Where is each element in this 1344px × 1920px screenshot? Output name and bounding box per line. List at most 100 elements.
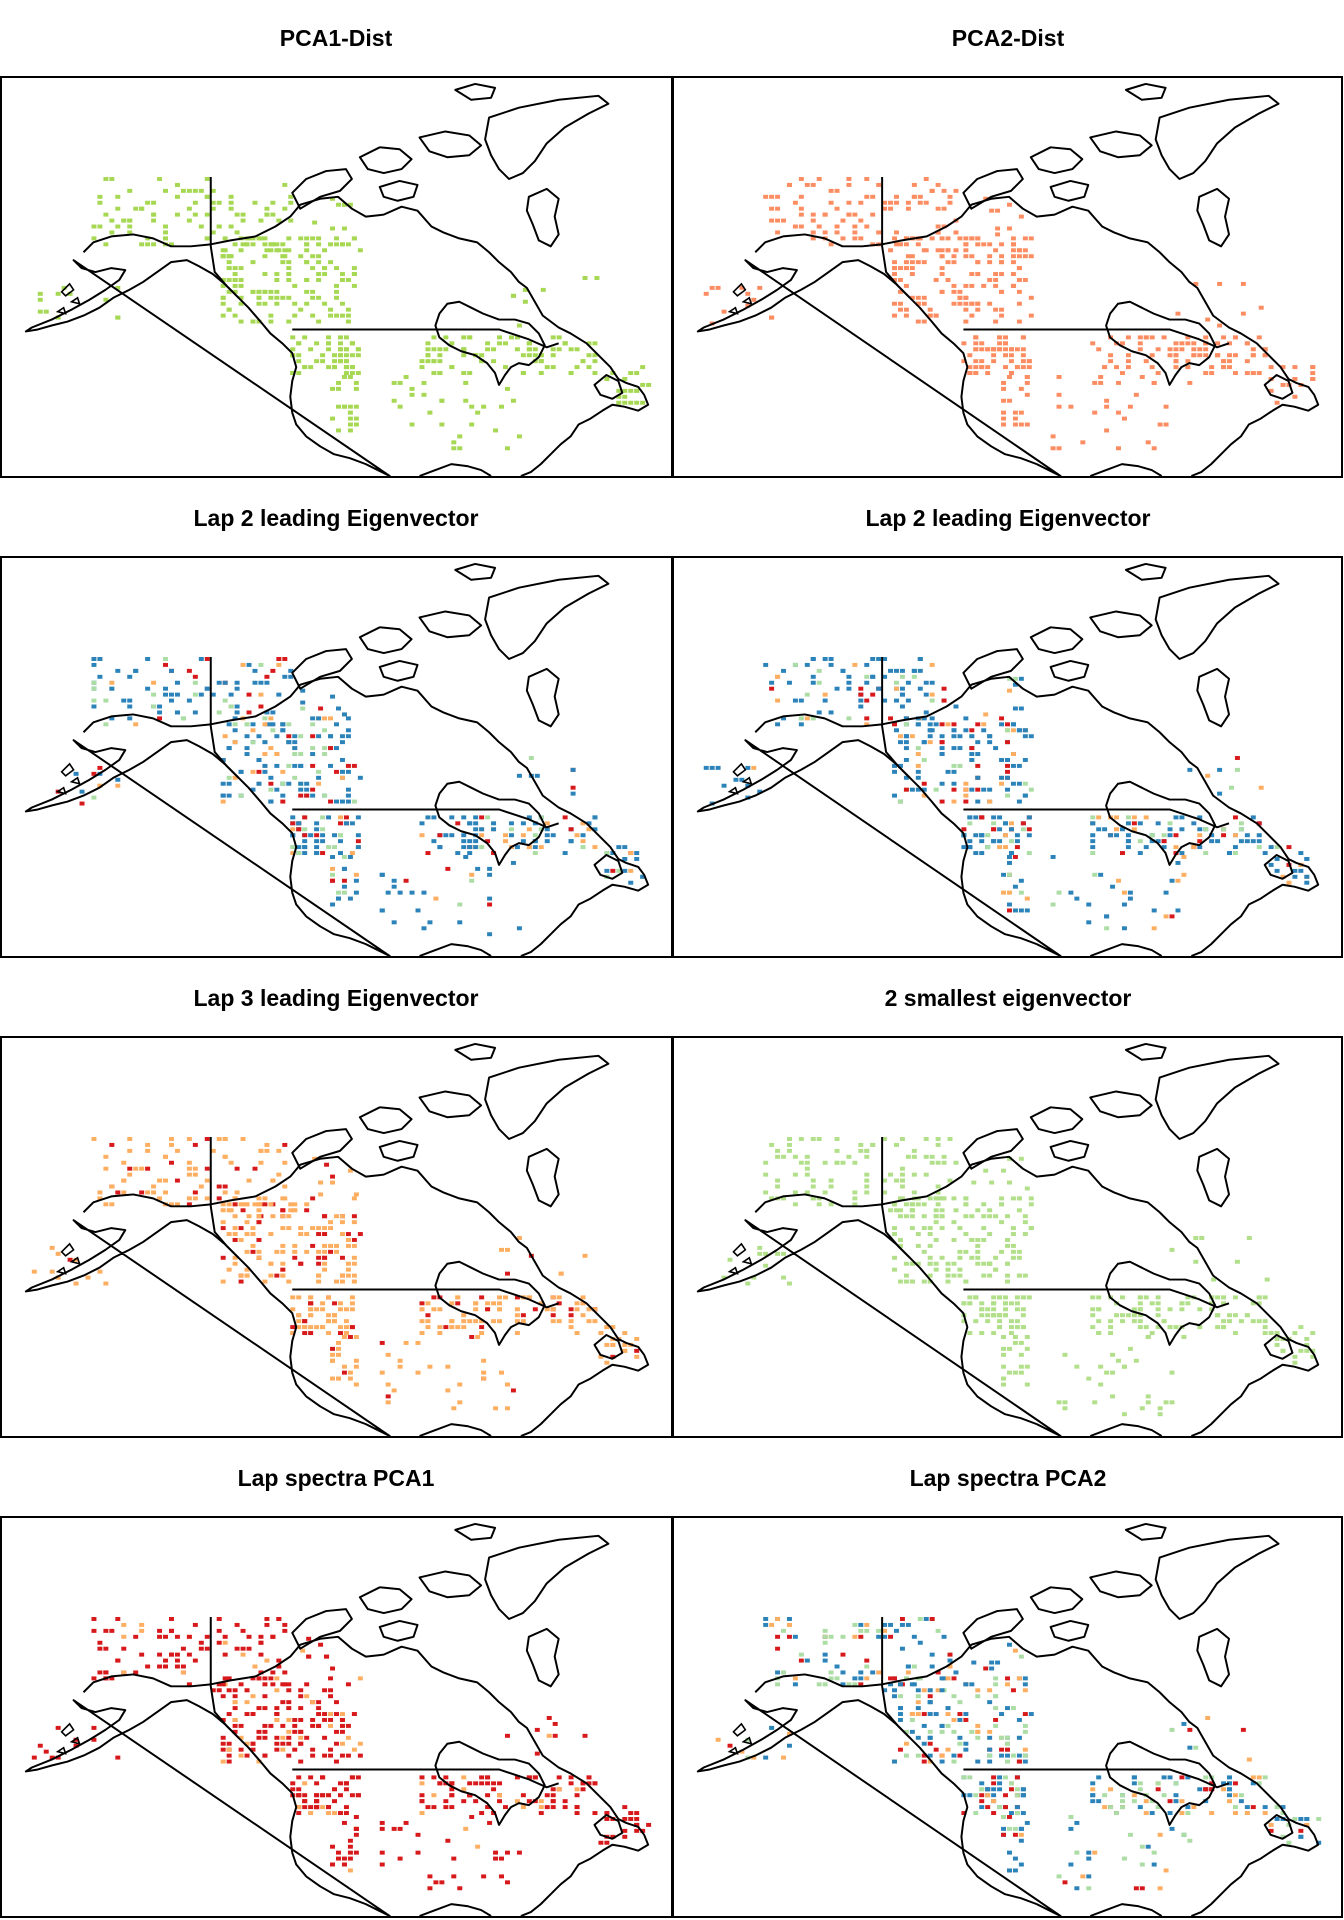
occurrence-cell: [461, 1787, 467, 1792]
occurrence-cell: [1012, 1826, 1018, 1831]
occurrence-cell: [852, 1190, 858, 1195]
occurrence-cell: [1086, 1376, 1092, 1381]
occurrence-cell: [314, 821, 320, 826]
occurrence-cell: [274, 272, 280, 277]
occurrence-cell: [268, 1232, 274, 1237]
occurrence-cell: [979, 815, 985, 820]
occurrence-cell: [322, 1232, 328, 1237]
occurrence-cell: [592, 371, 598, 376]
occurrence-cell: [204, 236, 210, 241]
coastline-path: [525, 1627, 560, 1688]
occurrence-cell: [1068, 1862, 1074, 1867]
occurrence-cell: [969, 1255, 975, 1260]
occurrence-cell: [975, 1237, 981, 1242]
occurrence-cell: [1304, 856, 1310, 861]
occurrence-cell: [1131, 1793, 1137, 1798]
occurrence-cell: [526, 353, 532, 358]
occurrence-cell: [192, 212, 198, 217]
north-america-outline: [24, 1042, 650, 1436]
occurrence-cell: [786, 1634, 792, 1639]
occurrence-cell: [1133, 1886, 1139, 1891]
occurrence-cell: [1090, 1793, 1096, 1798]
occurrence-cell: [1018, 1364, 1024, 1369]
occurrence-cell: [133, 1634, 139, 1639]
occurrence-cell: [457, 1400, 463, 1405]
occurrence-cell: [258, 1652, 264, 1657]
occurrence-cell: [222, 1634, 228, 1639]
occurrence-cells: [37, 177, 652, 451]
occurrence-cell: [852, 1634, 858, 1639]
occurrence-cell: [296, 851, 302, 856]
occurrence-cell: [1062, 1406, 1068, 1411]
occurrence-cell: [314, 1793, 320, 1798]
occurrence-cell: [280, 1735, 286, 1740]
occurrence-cell: [151, 218, 157, 223]
occurrence-cell: [487, 1820, 493, 1825]
occurrence-cell: [514, 1331, 520, 1336]
occurrence-cell: [1179, 1307, 1185, 1312]
occurrence-cell: [1056, 890, 1062, 895]
occurrence-cell: [339, 1729, 345, 1734]
occurrence-cell: [951, 763, 957, 768]
occurrence-cell: [834, 206, 840, 211]
occurrence-cell: [927, 1255, 933, 1260]
occurrence-cell: [304, 301, 310, 306]
occurrence-cell: [899, 692, 905, 697]
occurrence-cell: [929, 716, 935, 721]
occurrence-cell: [991, 815, 997, 820]
coastline-path: [378, 1139, 419, 1162]
occurrence-cell: [139, 1628, 145, 1633]
occurrence-cell: [1215, 353, 1221, 358]
occurrence-cell: [568, 1319, 574, 1324]
occurrence-cell: [985, 1313, 991, 1318]
occurrence-cell: [334, 1243, 339, 1248]
occurrence-cell: [461, 353, 467, 358]
occurrence-cell: [286, 1706, 292, 1711]
occurrence-cell: [963, 319, 969, 324]
occurrence-cell: [1010, 781, 1016, 786]
occurrence-cell: [798, 177, 804, 181]
occurrence-cell: [628, 371, 634, 376]
occurrence-cell: [264, 1142, 270, 1147]
occurrence-cell: [304, 1249, 310, 1254]
occurrence-cell: [437, 371, 443, 376]
occurrence-cell: [574, 1805, 580, 1810]
occurrence-cell: [288, 668, 294, 673]
occurrence-cell: [586, 353, 592, 358]
occurrence-cell: [1298, 1828, 1304, 1833]
occurrence-cell: [461, 833, 467, 838]
occurrence-cell: [526, 827, 532, 832]
occurrence-cell: [822, 692, 828, 697]
occurrence-cell: [463, 1826, 469, 1831]
occurrence-cell: [1250, 1781, 1256, 1786]
occurrence-cell: [939, 254, 945, 259]
occurrence-cell: [1131, 821, 1137, 826]
occurrence-cell: [314, 359, 320, 364]
occurrence-cell: [580, 1313, 586, 1318]
occurrence-cell: [985, 845, 991, 850]
occurrence-cell: [337, 335, 343, 340]
occurrence-cell: [343, 1307, 349, 1312]
occurrence-cell: [1020, 365, 1026, 370]
occurrence-cell: [897, 289, 903, 294]
occurrence-cell: [220, 1682, 226, 1687]
occurrence-cell: [103, 1628, 109, 1633]
occurrence-cell: [1137, 347, 1143, 352]
occurrence-cell: [586, 365, 592, 370]
occurrence-cell: [240, 1628, 246, 1633]
occurrence-cell: [503, 341, 508, 346]
occurrence-cell: [467, 851, 473, 856]
occurrence-cell: [151, 680, 157, 685]
occurrence-cell: [157, 1634, 163, 1639]
occurrence-cell: [715, 765, 721, 770]
occurrence-cell: [1007, 1868, 1012, 1873]
occurrence-cell: [326, 1295, 332, 1300]
occurrence-cell: [1292, 394, 1298, 399]
occurrence-cell: [526, 1775, 532, 1780]
occurrence-cell: [1173, 1325, 1179, 1330]
occurrence-cell: [312, 1156, 318, 1161]
occurrence-cell: [250, 722, 256, 727]
occurrence-cell: [927, 1688, 933, 1693]
occurrence-cell: [1167, 1775, 1173, 1780]
occurrence-cell: [290, 1325, 296, 1330]
